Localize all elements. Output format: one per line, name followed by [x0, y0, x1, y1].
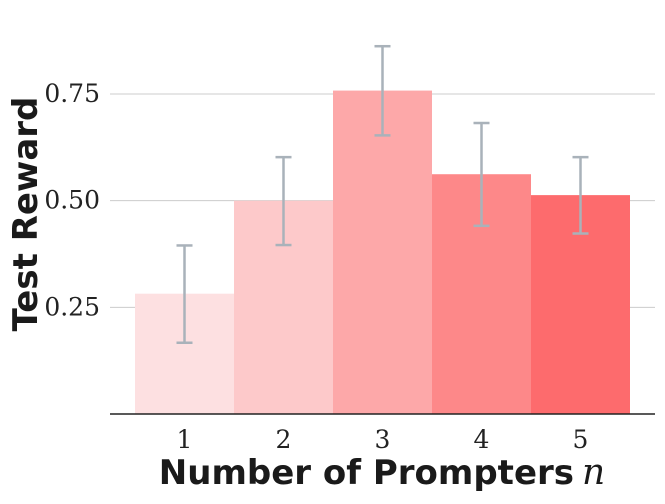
y-tick-label: 0.50 — [44, 186, 100, 215]
y-axis-title: Test Reward — [6, 97, 46, 332]
y-tick-labels: 0.25 0.50 0.75 — [44, 79, 100, 321]
error-bar — [176, 244, 193, 344]
error-bar — [572, 155, 589, 235]
bars — [135, 90, 630, 414]
x-tick-label: 4 — [474, 425, 490, 454]
x-tick-label: 1 — [177, 425, 193, 454]
x-tick-label: 3 — [375, 425, 391, 454]
error-bar — [374, 44, 391, 137]
x-axis-title: Number of Prompters n — [159, 452, 605, 493]
y-tick-label: 0.75 — [44, 79, 100, 108]
x-tick-label: 2 — [276, 425, 292, 454]
error-bars — [176, 44, 589, 344]
error-bar — [275, 155, 292, 247]
bar — [333, 90, 432, 414]
x-tick-labels: 1 2 3 4 5 — [177, 425, 589, 454]
error-bar — [473, 121, 490, 228]
x-axis-title-text: Number of Prompters — [159, 453, 574, 493]
x-axis-title-variable: n — [582, 452, 605, 493]
x-tick-label: 5 — [573, 425, 589, 454]
y-tick-label: 0.25 — [44, 292, 100, 321]
